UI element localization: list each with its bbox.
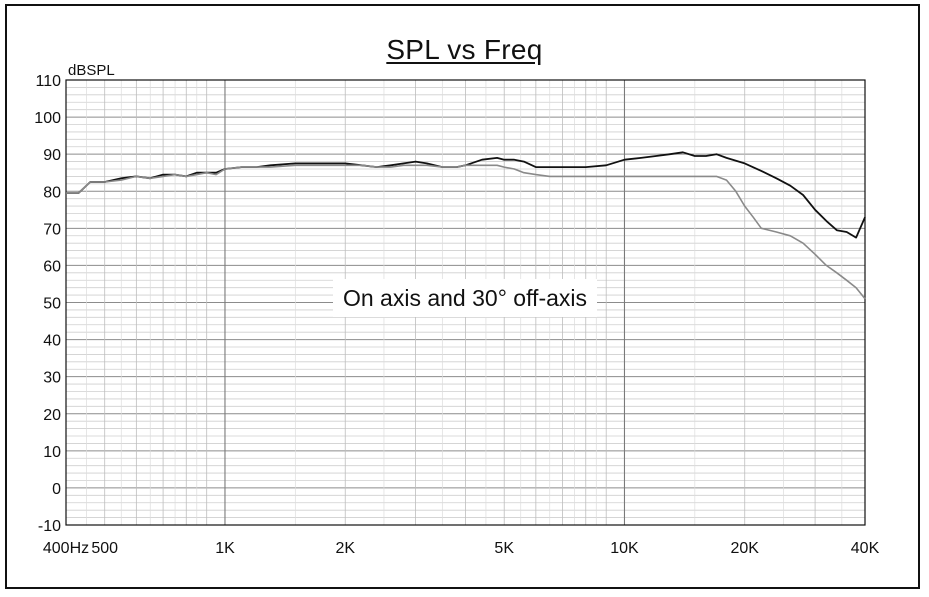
- annotation-label: On axis and 30° off-axis: [343, 285, 587, 311]
- y-tick-label: 100: [34, 110, 61, 127]
- plot-area-border: [65, 79, 866, 526]
- y-tick-label: 110: [35, 73, 61, 90]
- x-tick-label: 10K: [610, 540, 639, 557]
- y-tick-label: 80: [43, 184, 61, 201]
- x-tick-label: 400Hz: [43, 540, 89, 557]
- chart-title: SPL vs Freq: [386, 34, 543, 65]
- x-tick-label: 5K: [494, 540, 514, 557]
- y-axis-label: dBSPL: [68, 62, 115, 79]
- x-tick-label: 20K: [731, 540, 760, 557]
- y-tick-label: 50: [43, 296, 61, 313]
- x-tick-label: 500: [91, 540, 118, 557]
- y-tick-label: 40: [43, 333, 61, 350]
- y-tick-label: -10: [38, 518, 61, 535]
- annotation-background: [332, 279, 598, 317]
- x-tick-labels: 400Hz 500 1K 2K 5K 10K 20K 40K: [43, 540, 880, 557]
- y-tick-label: 20: [43, 407, 61, 424]
- y-tick-label: 90: [43, 147, 61, 164]
- series-line-on-axis: [66, 151, 866, 239]
- series-line-off-axis: [66, 164, 866, 300]
- y-tick-label: 10: [43, 444, 61, 461]
- y-tick-label: 0: [52, 481, 61, 498]
- x-tick-label: 2K: [335, 540, 355, 557]
- y-tick-label: 30: [43, 370, 61, 387]
- series-lines: [66, 151, 866, 300]
- x-tick-label: 40K: [851, 540, 880, 557]
- y-tick-label: 70: [43, 221, 61, 238]
- x-tick-label: 1K: [215, 540, 235, 557]
- y-tick-label: 60: [43, 258, 61, 275]
